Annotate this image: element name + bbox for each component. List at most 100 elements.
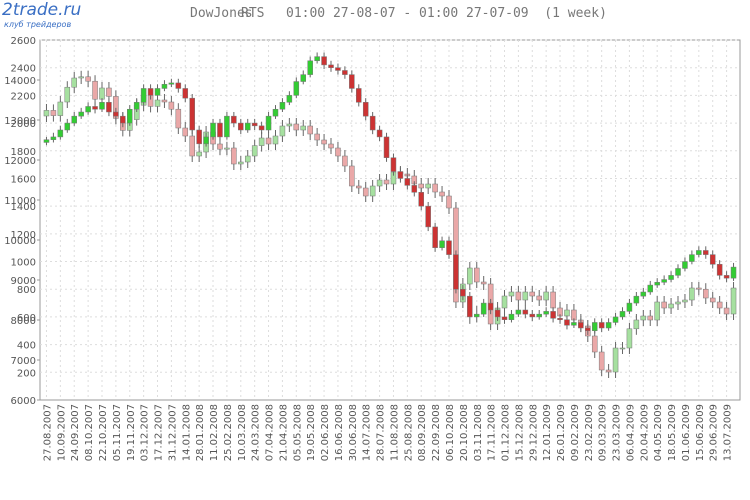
y-tick-label: 1200 [11, 230, 36, 241]
candle-body [342, 155, 348, 167]
candle-body [383, 136, 390, 158]
candle-body [585, 327, 591, 332]
x-tick-label: 10.03.2008 [237, 404, 248, 461]
candle-body [612, 316, 619, 323]
x-tick-label: 23.03.2009 [612, 404, 623, 461]
candle-body [349, 165, 355, 187]
candle-body [161, 99, 168, 103]
candle-body [612, 347, 619, 373]
candle-body [633, 295, 640, 304]
x-tick-label: 01.06.2009 [681, 404, 692, 461]
y2-tick-label: 7000 [11, 356, 36, 367]
candle-body [272, 135, 279, 145]
candle-body [286, 123, 293, 127]
y-tick-label: 200 [17, 368, 36, 379]
x-tick-label: 17.11.2008 [487, 404, 498, 461]
x-tick-label: 11.02.2008 [209, 404, 220, 461]
x-tick-label: 19.11.2007 [126, 404, 137, 461]
candle-body [196, 129, 202, 145]
candle-body [251, 122, 258, 127]
x-tick-label: 09.03.2009 [598, 404, 609, 461]
candle-body [147, 88, 154, 96]
candle-body [251, 145, 258, 157]
candle-body [238, 122, 244, 131]
candle-body [356, 185, 362, 189]
candle-body [467, 267, 473, 285]
x-tick-label: 15.06.2009 [695, 404, 706, 461]
y2-tick-label: 12000 [4, 156, 36, 167]
candle-body [120, 115, 126, 124]
y-tick-label: 2000 [11, 119, 36, 130]
x-tick-label: 22.09.2008 [431, 404, 442, 461]
x-tick-label: 08.09.2008 [417, 404, 428, 461]
candle-body [508, 313, 515, 320]
candle-body [404, 178, 411, 186]
x-tick-label: 09.02.2009 [570, 404, 581, 461]
candle-body [598, 322, 605, 329]
candle-body [640, 291, 647, 297]
candle-body [244, 155, 251, 163]
candle-body [369, 185, 376, 197]
x-tick-label: 05.05.2008 [292, 404, 303, 461]
candle-body [536, 313, 542, 318]
candle-body [335, 147, 341, 157]
candle-body [425, 183, 431, 189]
candle-body [418, 183, 424, 189]
candle-body [626, 328, 633, 349]
candle-body [474, 313, 480, 318]
candle-body [224, 115, 230, 138]
y-tick-label: 800 [17, 285, 36, 296]
candle-body [682, 299, 688, 303]
candle-body [730, 266, 737, 279]
x-tick-label: 18.05.2009 [667, 404, 678, 461]
candle-body [696, 250, 702, 255]
candle-body [689, 254, 695, 262]
candle-body [300, 74, 306, 82]
x-tick-label: 06.04.2009 [625, 404, 636, 461]
candle-body [349, 74, 355, 89]
candle-body [314, 133, 320, 141]
x-tick-label: 06.10.2008 [445, 404, 456, 461]
y-tick-label: 2600 [11, 36, 36, 47]
candle-body [480, 281, 487, 285]
series-name: RTS [241, 6, 264, 21]
x-tick-label: 02.06.2008 [320, 404, 331, 461]
candle-body [127, 108, 133, 124]
candle-body [723, 275, 730, 279]
candle-body [265, 115, 272, 131]
candle-body [390, 157, 397, 172]
candle-body [432, 226, 438, 248]
candle-body [418, 192, 424, 207]
candle-body [238, 161, 244, 165]
candle-body [640, 315, 647, 321]
x-tick-label: 29.06.2009 [709, 404, 720, 461]
candle-body [730, 287, 737, 315]
candle-body [550, 311, 556, 319]
candle-body [300, 125, 306, 131]
candle-body [598, 351, 605, 371]
candle-body [453, 254, 459, 290]
logo: 2trade.ru [2, 0, 82, 20]
candle-body [57, 101, 64, 116]
y-tick-label: 1000 [11, 258, 36, 269]
y2-tick-label: 13000 [4, 116, 36, 127]
candle-body [231, 115, 237, 124]
candle-body [633, 319, 640, 330]
candle-body [189, 135, 195, 157]
x-tick-label: 04.05.2009 [653, 404, 664, 461]
y2-tick-label: 9000 [11, 276, 36, 287]
candle-body [446, 240, 452, 255]
candle-body [258, 125, 265, 131]
candle-body [550, 291, 556, 309]
candle-body [564, 319, 570, 326]
candle-body [467, 295, 473, 318]
candle-body [529, 313, 536, 318]
candle-body [474, 267, 480, 283]
candle-body [307, 60, 313, 75]
candle-body [654, 282, 660, 286]
y-tick-label: 1600 [11, 174, 36, 185]
x-tick-label: 07.04.2008 [265, 404, 276, 461]
candle-body [78, 76, 84, 79]
candle-body [203, 136, 209, 145]
